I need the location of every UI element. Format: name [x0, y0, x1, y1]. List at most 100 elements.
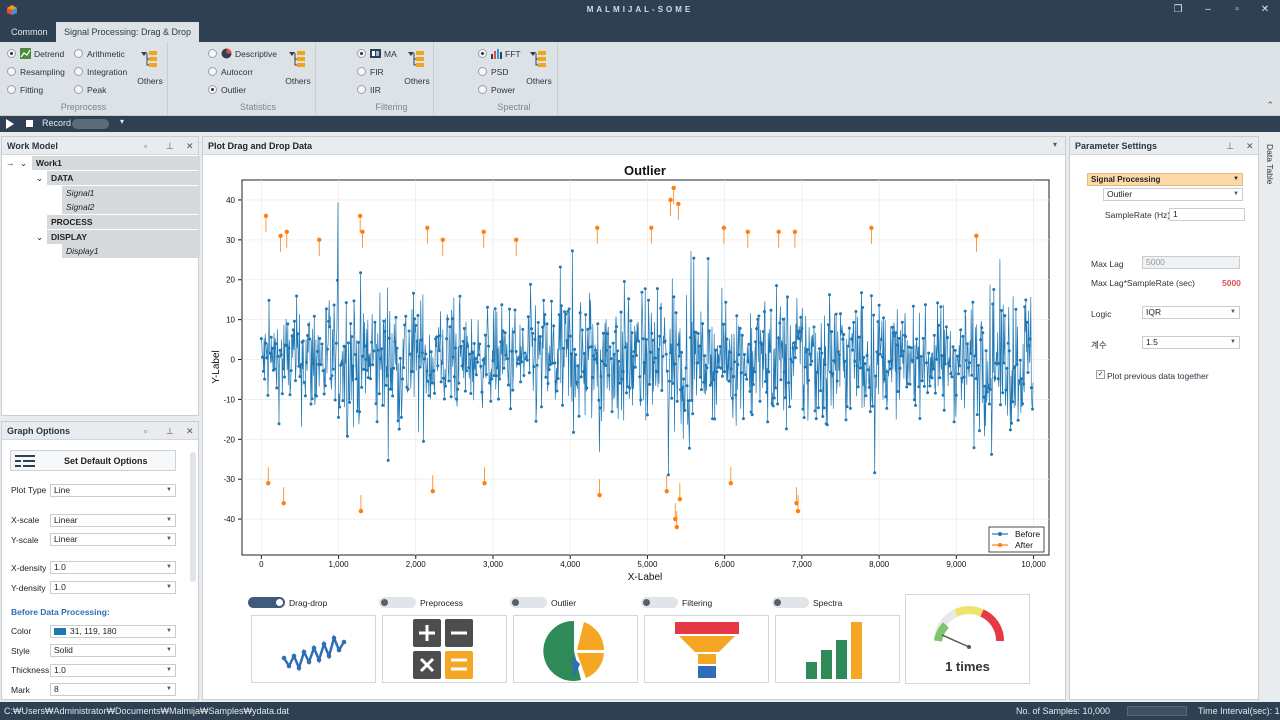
y-scale-select[interactable]: Linear ▼	[50, 533, 176, 546]
tree-item-display1[interactable]: Display1	[62, 244, 200, 258]
toggle-outlier[interactable]: Outlier	[510, 597, 576, 609]
radio-descriptive[interactable]: Descriptive	[208, 47, 277, 61]
x-density-select[interactable]: 1.0 ▼	[50, 561, 176, 574]
radio-button[interactable]	[357, 85, 366, 94]
radio-autocorr[interactable]: Autocorr	[208, 65, 253, 79]
restore-layout-icon[interactable]: ❐	[1173, 4, 1183, 15]
tile-outlier[interactable]	[513, 615, 638, 683]
pin-icon[interactable]: ⊥	[166, 141, 174, 151]
thickness-select[interactable]: 1.0 ▼	[50, 664, 176, 677]
y-density-select[interactable]: 1.0 ▼	[50, 581, 176, 594]
radio-integration[interactable]: Integration	[74, 65, 127, 79]
toggle-switch[interactable]	[772, 597, 809, 608]
toggle-switch[interactable]	[641, 597, 678, 608]
radio-detrend[interactable]: Detrend	[7, 47, 64, 61]
radio-button[interactable]	[357, 49, 366, 58]
radio-button[interactable]	[357, 67, 366, 76]
radio-button[interactable]	[7, 85, 16, 94]
expand-icon[interactable]: ⌄	[36, 173, 44, 183]
collapse-ribbon-icon[interactable]: ⌃	[1266, 100, 1274, 110]
radio-peak[interactable]: Peak	[74, 83, 106, 97]
pin-icon[interactable]: ⊥	[166, 426, 174, 436]
radio-button[interactable]	[208, 49, 217, 58]
maximize-icon[interactable]: ▫	[1235, 4, 1239, 15]
tile-preprocess[interactable]	[382, 615, 507, 683]
plot-previous-checkbox[interactable]: ✓	[1096, 370, 1105, 379]
tile-spectra[interactable]	[775, 615, 900, 683]
x-scale-select[interactable]: Linear ▼	[50, 514, 176, 527]
radio-button[interactable]	[74, 49, 83, 58]
radio-button[interactable]	[478, 49, 487, 58]
radio-psd[interactable]: PSD	[478, 65, 508, 79]
radio-button[interactable]	[478, 85, 487, 94]
pin-icon[interactable]: ⊥	[1226, 141, 1234, 151]
radio-button[interactable]	[478, 67, 487, 76]
close-panel-icon[interactable]: ✕	[186, 141, 194, 151]
close-panel-icon[interactable]: ✕	[1246, 141, 1254, 151]
expand-icon[interactable]: ⌄	[20, 158, 28, 168]
tile-drag-drop[interactable]	[251, 615, 376, 683]
radio-arithmetic[interactable]: Arithmetic	[74, 47, 125, 61]
toggle-switch[interactable]	[510, 597, 547, 608]
stop-icon[interactable]	[26, 120, 33, 127]
tile-filtering[interactable]	[644, 615, 769, 683]
toggle-drag-drop[interactable]: Drag-drop	[248, 597, 327, 609]
spectral-others-button[interactable]: Others	[524, 48, 554, 86]
toggle-spectra[interactable]: Spectra	[772, 597, 842, 609]
record-dropdown-icon[interactable]: ▾	[120, 117, 125, 126]
preprocess-others-button[interactable]: Others	[135, 48, 165, 86]
radio-button[interactable]	[74, 67, 83, 76]
tree-item-process[interactable]: PROCESS	[47, 215, 200, 229]
float-panel-icon[interactable]: ▫	[144, 141, 148, 151]
tree-item-display[interactable]: DISPLAY	[47, 230, 200, 244]
radio-button[interactable]	[208, 67, 217, 76]
record-toggle[interactable]	[72, 119, 109, 129]
tree-item-work1[interactable]: Work1	[32, 156, 200, 170]
color-select[interactable]: 31, 119, 180 ▼	[50, 625, 176, 638]
tile-counter[interactable]: 1 times	[905, 594, 1030, 684]
filtering-others-button[interactable]: Others	[402, 48, 432, 86]
logic-select[interactable]: IQR ▼	[1142, 306, 1240, 319]
float-panel-icon[interactable]: ▫	[144, 426, 148, 436]
category-select[interactable]: Signal Processing ▼	[1087, 173, 1243, 186]
radio-button[interactable]	[7, 49, 16, 58]
method-select[interactable]: Outlier ▼	[1103, 188, 1243, 201]
toggle-preprocess[interactable]: Preprocess	[379, 597, 463, 609]
tree-item-signal1[interactable]: Signal1	[62, 186, 200, 200]
statistics-others-button[interactable]: Others	[283, 48, 313, 86]
radio-iir[interactable]: IIR	[357, 83, 381, 97]
expand-icon[interactable]: ⌄	[36, 232, 44, 242]
sample-rate-input[interactable]: 1	[1169, 208, 1245, 221]
radio-fitting[interactable]: Fitting	[7, 83, 43, 97]
panel-menu-icon[interactable]: ▾	[1052, 140, 1057, 149]
series-before-point	[263, 377, 267, 381]
toggle-filtering[interactable]: Filtering	[641, 597, 712, 609]
tree-item-signal2[interactable]: Signal2	[62, 200, 200, 214]
play-icon[interactable]	[6, 119, 14, 129]
radio-fir[interactable]: FIR	[357, 65, 384, 79]
data-table-tab[interactable]: Data Table	[1265, 144, 1275, 185]
tree-item-data[interactable]: DATA	[47, 171, 200, 185]
outlier-chart[interactable]: Outlier 0 1,000 2,000 3,000 4,000 5,000 6,000 7…	[202, 155, 1066, 605]
radio-resampling[interactable]: Resampling	[7, 65, 65, 79]
plot-type-select[interactable]: Line ▼	[50, 484, 176, 497]
toggle-switch[interactable]	[379, 597, 416, 608]
coefficient-select[interactable]: 1.5 ▼	[1142, 336, 1240, 349]
close-icon[interactable]: ✕	[1260, 4, 1270, 15]
radio-ma[interactable]: MA	[357, 47, 397, 61]
radio-power[interactable]: Power	[478, 83, 515, 97]
toggle-switch[interactable]	[248, 597, 285, 608]
set-default-options-button[interactable]: Set Default Options	[10, 450, 176, 471]
tab-signal-processing[interactable]: Signal Processing: Drag & Drop	[56, 22, 200, 42]
vertical-scrollbar[interactable]	[190, 452, 196, 582]
style-select[interactable]: Solid ▼	[50, 644, 176, 657]
radio-button[interactable]	[7, 67, 16, 76]
tab-common[interactable]: Common	[11, 27, 48, 37]
radio-outlier[interactable]: Outlier	[208, 83, 246, 97]
minimize-icon[interactable]: –	[1205, 4, 1211, 15]
close-panel-icon[interactable]: ✕	[186, 426, 194, 436]
mark-select[interactable]: 8 ▼	[50, 683, 176, 696]
radio-button[interactable]	[208, 85, 217, 94]
radio-button[interactable]	[74, 85, 83, 94]
radio-fft[interactable]: FFT	[478, 47, 521, 61]
